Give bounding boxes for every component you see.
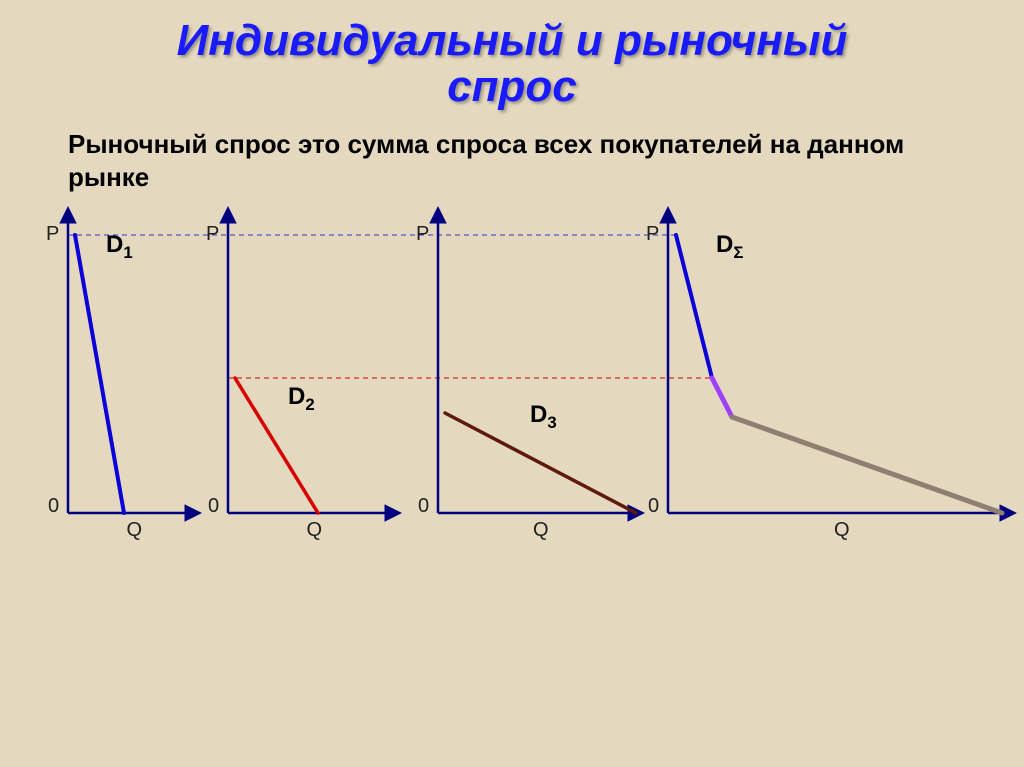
curve-label-d1: D1 [106,231,133,263]
axis-label-zero: 0 [418,495,429,518]
axis-label-q: Q [127,519,143,542]
axis-label-q: Q [834,519,850,542]
axis-label-p: P [206,223,219,246]
axis-label-q: Q [533,519,549,542]
axis-label-zero: 0 [208,495,219,518]
axis-label-p: P [46,223,59,246]
curve-label-d2: D2 [288,383,315,415]
axis-label-p: P [646,223,659,246]
charts-region: P 0 Q D1 P 0 Q D2 P 0 Q D3 P 0 Q DΣ [0,203,1024,623]
charts-svg [0,203,1024,623]
page-title: Индивидуальный и рыночный спрос [0,0,1024,110]
curve-label-dsum: DΣ [716,231,743,263]
axis-label-p: P [416,223,429,246]
subtitle: Рыночный спрос это сумма спроса всех пок… [0,110,1024,193]
axis-label-q: Q [307,519,323,542]
title-line-2: спрос [0,64,1024,110]
axis-label-zero: 0 [648,495,659,518]
title-line-1: Индивидуальный и рыночный [0,18,1024,64]
curve-label-d3: D3 [530,401,557,433]
axis-label-zero: 0 [48,495,59,518]
